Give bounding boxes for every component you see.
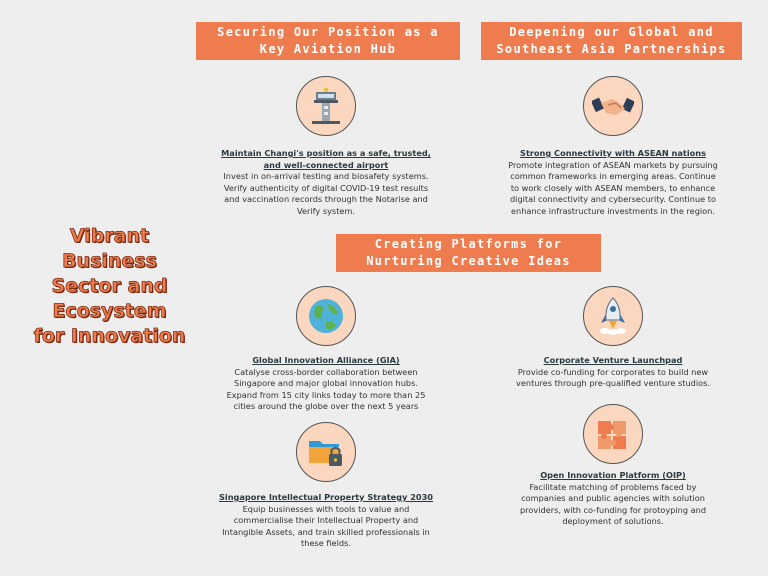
banner-partnerships: Deepening our Global and Southeast Asia … <box>481 22 742 60</box>
banner-line: Creating Platforms for <box>374 237 563 251</box>
main-title-line: for Innovation <box>33 325 186 348</box>
body-line: providers, with co-funding for protoypin… <box>519 504 707 515</box>
body-line: Catalyse cross-border collaboration betw… <box>234 366 418 377</box>
oip-block: Open Innovation Platform (OIP) Facilitat… <box>492 470 734 528</box>
main-title-line: Business <box>62 250 158 273</box>
body-line: enhance infrastructure investments in th… <box>511 205 715 216</box>
main-title: Vibrant Business Sector and Ecosystem fo… <box>12 224 207 349</box>
banner-aviation: Securing Our Position as a Key Aviation … <box>196 22 460 60</box>
banner-line: Nurturing Creative Ideas <box>366 254 571 268</box>
heading-line: and well-connected airport <box>263 159 389 170</box>
body-line: companies and public agencies with solut… <box>521 493 705 503</box>
banner-line: Securing Our Position as a <box>217 25 439 39</box>
body-line: Verify system. <box>296 205 356 216</box>
body-line: Invest in on-arrival testing and biosafe… <box>223 171 429 181</box>
body-line: ventures through pre-qualified venture s… <box>516 378 710 388</box>
locked-folder-icon <box>296 422 356 482</box>
heading-line: Open Innovation Platform (OIP) <box>540 470 686 480</box>
body-line: Intangible Assets, and train skilled pro… <box>222 526 430 537</box>
gia-block: Global Innovation Alliance (GIA) Catalys… <box>205 355 447 413</box>
rocket-icon <box>583 286 643 346</box>
oip-heading: Open Innovation Platform (OIP) <box>492 470 734 482</box>
heading-line: Singapore Intellectual Property Strategy… <box>218 492 434 502</box>
puzzle-icon <box>583 404 643 464</box>
banner-line: Southeast Asia Partnerships <box>496 42 727 56</box>
body-line: Facilitate matching of problems faced by <box>529 481 697 492</box>
asean-heading: Strong Connectivity with ASEAN nations <box>492 148 734 160</box>
body-line: commercialise their Intellectual Propert… <box>233 515 419 525</box>
body-line: common frameworks in emerging areas. Con… <box>510 171 716 181</box>
cvl-block: Corporate Venture Launchpad Provide co-f… <box>492 355 734 390</box>
heading-line: Strong Connectivity with ASEAN nations <box>520 148 706 158</box>
body-line: Verify authenticity of digital COVID-19 … <box>223 182 429 193</box>
ipstrategy-block: Singapore Intellectual Property Strategy… <box>205 492 447 550</box>
ipstrategy-heading: Singapore Intellectual Property Strategy… <box>205 492 447 504</box>
heading-line: Corporate Venture Launchpad <box>543 355 683 365</box>
body-line: Promote integration of ASEAN markets by … <box>508 159 718 170</box>
main-title-line: Sector and <box>51 275 168 298</box>
heading-line: Maintain Changi's position as a safe, tr… <box>221 148 431 158</box>
changi-block: Maintain Changi's position as a safe, tr… <box>205 148 447 217</box>
body-line: deployment of solutions. <box>562 516 664 526</box>
banner-line: Key Aviation Hub <box>259 42 397 56</box>
body-line: Equip businesses with tools to value and <box>242 503 410 514</box>
body-line: digital connectivity and cybersecurity. … <box>509 194 717 204</box>
main-title-line: Ecosystem <box>52 300 167 323</box>
body-line: these fields. <box>301 538 351 548</box>
banner-line: Deepening our Global and <box>509 25 714 39</box>
main-title-line: Vibrant <box>69 225 150 248</box>
asean-block: Strong Connectivity with ASEAN nations P… <box>492 148 734 217</box>
body-line: Provide co-funding for corporates to bui… <box>517 366 709 377</box>
cvl-heading: Corporate Venture Launchpad <box>492 355 734 367</box>
heading-line: Global Innovation Alliance (GIA) <box>252 355 400 365</box>
control-tower-icon <box>296 76 356 136</box>
banner-platforms: Creating Platforms for Nurturing Creativ… <box>336 234 601 272</box>
body-line: and vaccination records through the Nota… <box>224 194 428 204</box>
changi-heading: Maintain Changi's position as a safe, tr… <box>205 148 447 171</box>
handshake-icon <box>583 76 643 136</box>
gia-heading: Global Innovation Alliance (GIA) <box>205 355 447 367</box>
body-line: Expand from 15 city links today to more … <box>226 389 426 400</box>
globe-icon <box>296 286 356 346</box>
body-line: Singapore and major global innovation hu… <box>234 378 418 388</box>
body-line: cities around the globe over the next 5 … <box>233 401 419 411</box>
body-line: to work closely with ASEAN members, to e… <box>510 182 716 193</box>
